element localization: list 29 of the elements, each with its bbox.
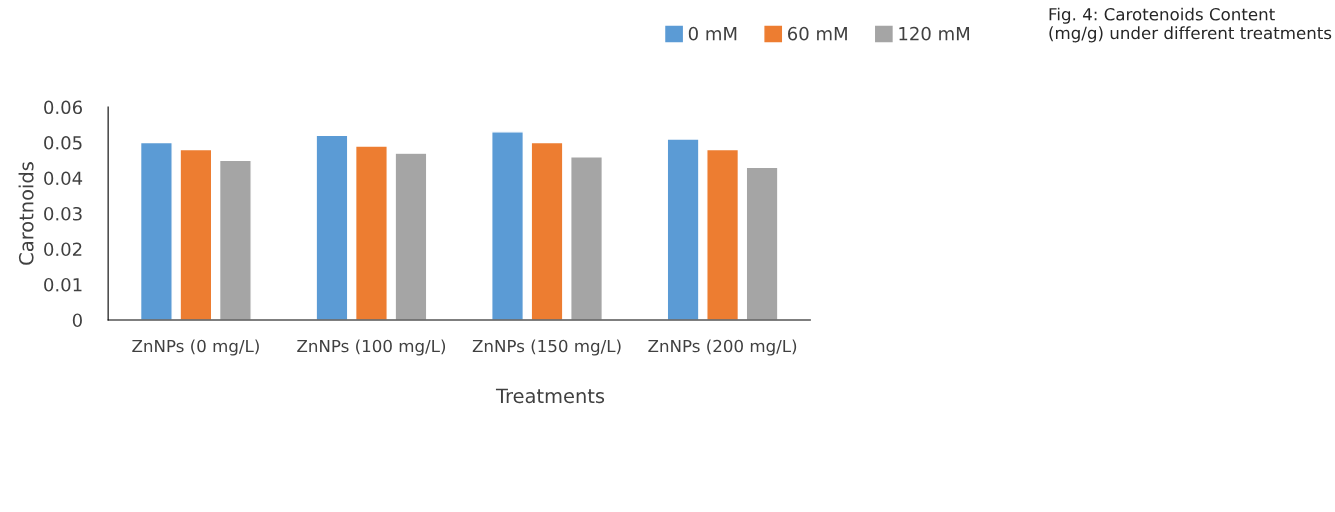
bar [491, 131, 525, 320]
y-tick-label: 0 [72, 313, 82, 328]
x-tick-label: ZnNPs (200 mg/L) [648, 339, 797, 356]
caption: Fig. 4: Carotenoids Content (mg/g) under different treatments [1049, 7, 1332, 43]
bar [530, 141, 564, 320]
x-axis-title: Treatments [495, 388, 605, 404]
bar [139, 141, 173, 320]
legend-label: 60 mM [788, 26, 847, 41]
legend-label: 120 mM [899, 26, 969, 41]
bar [666, 138, 700, 320]
bar [315, 134, 349, 320]
x-tick-label: ZnNPs (100 mg/L) [297, 339, 446, 356]
bar [394, 152, 428, 320]
bar [218, 159, 252, 320]
bar [179, 148, 213, 320]
legend-label: 0 mM [688, 26, 737, 41]
bar [745, 166, 779, 320]
y-tick-label: 0.01 [44, 277, 82, 292]
bar [570, 156, 604, 320]
bar [354, 145, 388, 320]
y-tick-label: 0.02 [44, 242, 82, 257]
x-tick-label: ZnNPs (150 mg/L) [472, 339, 621, 356]
y-tick-label: 0.04 [44, 171, 83, 186]
y-axis-title: Carotnoids [18, 162, 34, 265]
y-tick-label: 0.06 [44, 100, 82, 115]
x-tick-label: ZnNPs (0 mg/L) [132, 339, 259, 356]
y-tick-label: 0.03 [44, 206, 82, 221]
bar [706, 148, 740, 320]
y-tick-label: 0.05 [44, 135, 82, 150]
